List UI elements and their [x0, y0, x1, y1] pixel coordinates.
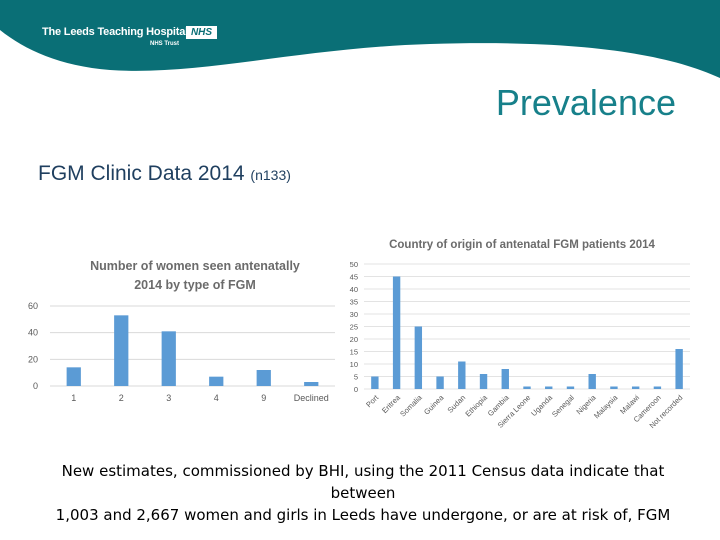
- chart2-xtick-label: Somalia: [398, 392, 424, 418]
- chart1-bar: [66, 367, 81, 386]
- chart2-ytick-label: 35: [350, 298, 358, 307]
- chart2-xtick-label: Port: [364, 392, 381, 409]
- chart1-ytick-label: 0: [33, 381, 38, 391]
- chart2-ytick-label: 10: [350, 360, 358, 369]
- chart1-xtick-label: 9: [261, 393, 266, 403]
- chart2-ytick-label: 25: [350, 323, 358, 332]
- chart2-xtick-label: Malaysia: [592, 392, 620, 420]
- slide-title: Prevalence: [495, 82, 676, 123]
- chart1-bar: [209, 376, 224, 386]
- org-name: The Leeds Teaching Hospitals: [42, 26, 194, 38]
- chart2-bar: [501, 369, 509, 389]
- chart1-ytick-label: 20: [28, 354, 38, 364]
- banner-shape: [0, 0, 720, 78]
- chart2-ytick-label: 30: [350, 310, 358, 319]
- nhs-logo: NHS: [186, 26, 217, 39]
- chart2-ytick-label: 20: [350, 335, 358, 344]
- chart2-title: Country of origin of antenatal FGM patie…: [389, 239, 655, 251]
- chart1-bar: [161, 331, 176, 386]
- chart1-bar: [256, 370, 271, 386]
- chart1-bar: [114, 315, 129, 386]
- slide-subtitle: FGM Clinic Data 2014 (n133): [38, 162, 291, 186]
- footnote-line2: 1,003 and 2,667 women and girls in Leeds…: [55, 506, 671, 524]
- chart1-xtick-label: Declined: [294, 393, 329, 403]
- chart1-title-line2: 2014 by type of FGM: [134, 278, 256, 292]
- chart2-bar: [588, 374, 596, 389]
- chart2-ytick-label: 0: [354, 385, 358, 394]
- chart2-xtick-label: Guinea: [422, 392, 446, 416]
- country-of-origin-chart: Country of origin of antenatal FGM patie…: [350, 239, 690, 430]
- chart2-bar: [523, 386, 531, 389]
- chart1-xtick-label: 2: [119, 393, 124, 403]
- fgm-type-chart: Number of women seen antenatally 2014 by…: [28, 259, 335, 403]
- chart2-bar: [653, 386, 662, 389]
- subtitle-sample-size: (n133): [250, 167, 291, 183]
- chart2-xtick-label: Ethiopia: [463, 392, 489, 418]
- chart2-bar: [479, 374, 488, 389]
- chart1-bar: [304, 382, 319, 386]
- chart1-ytick-label: 60: [28, 301, 38, 311]
- chart2-ytick-label: 15: [350, 348, 358, 357]
- chart1-xtick-label: 3: [166, 393, 171, 403]
- chart1-ytick-label: 40: [28, 328, 38, 338]
- chart1-xtick-label: 1: [71, 393, 76, 403]
- chart2-bar: [414, 326, 423, 389]
- chart2-ytick-label: 40: [350, 285, 358, 294]
- chart2-bar: [436, 376, 444, 389]
- chart2-ytick-label: 5: [354, 373, 358, 382]
- footnote: New estimates, commissioned by BHI, usin…: [30, 460, 696, 526]
- chart2-bar: [675, 349, 683, 389]
- chart2-bar: [545, 386, 553, 389]
- chart2-bar: [458, 361, 466, 389]
- chart2-bar: [610, 386, 618, 389]
- chart2-xtick-label: Senegal: [550, 393, 576, 419]
- chart2-bar: [371, 376, 379, 389]
- chart2-ytick-label: 45: [350, 273, 358, 282]
- header-banner: [0, 0, 720, 78]
- chart2-bar: [392, 276, 401, 389]
- subtitle-text: FGM Clinic Data 2014: [38, 162, 245, 185]
- chart2-bar: [631, 386, 640, 389]
- footnote-line1: New estimates, commissioned by BHI, usin…: [61, 462, 665, 502]
- chart2-bar: [566, 386, 575, 389]
- chart2-ytick-label: 50: [350, 260, 358, 269]
- chart1-title-line1: Number of women seen antenatally: [90, 259, 300, 273]
- chart1-xtick-label: 4: [214, 393, 219, 403]
- nhs-trust-label: NHS Trust: [150, 41, 180, 47]
